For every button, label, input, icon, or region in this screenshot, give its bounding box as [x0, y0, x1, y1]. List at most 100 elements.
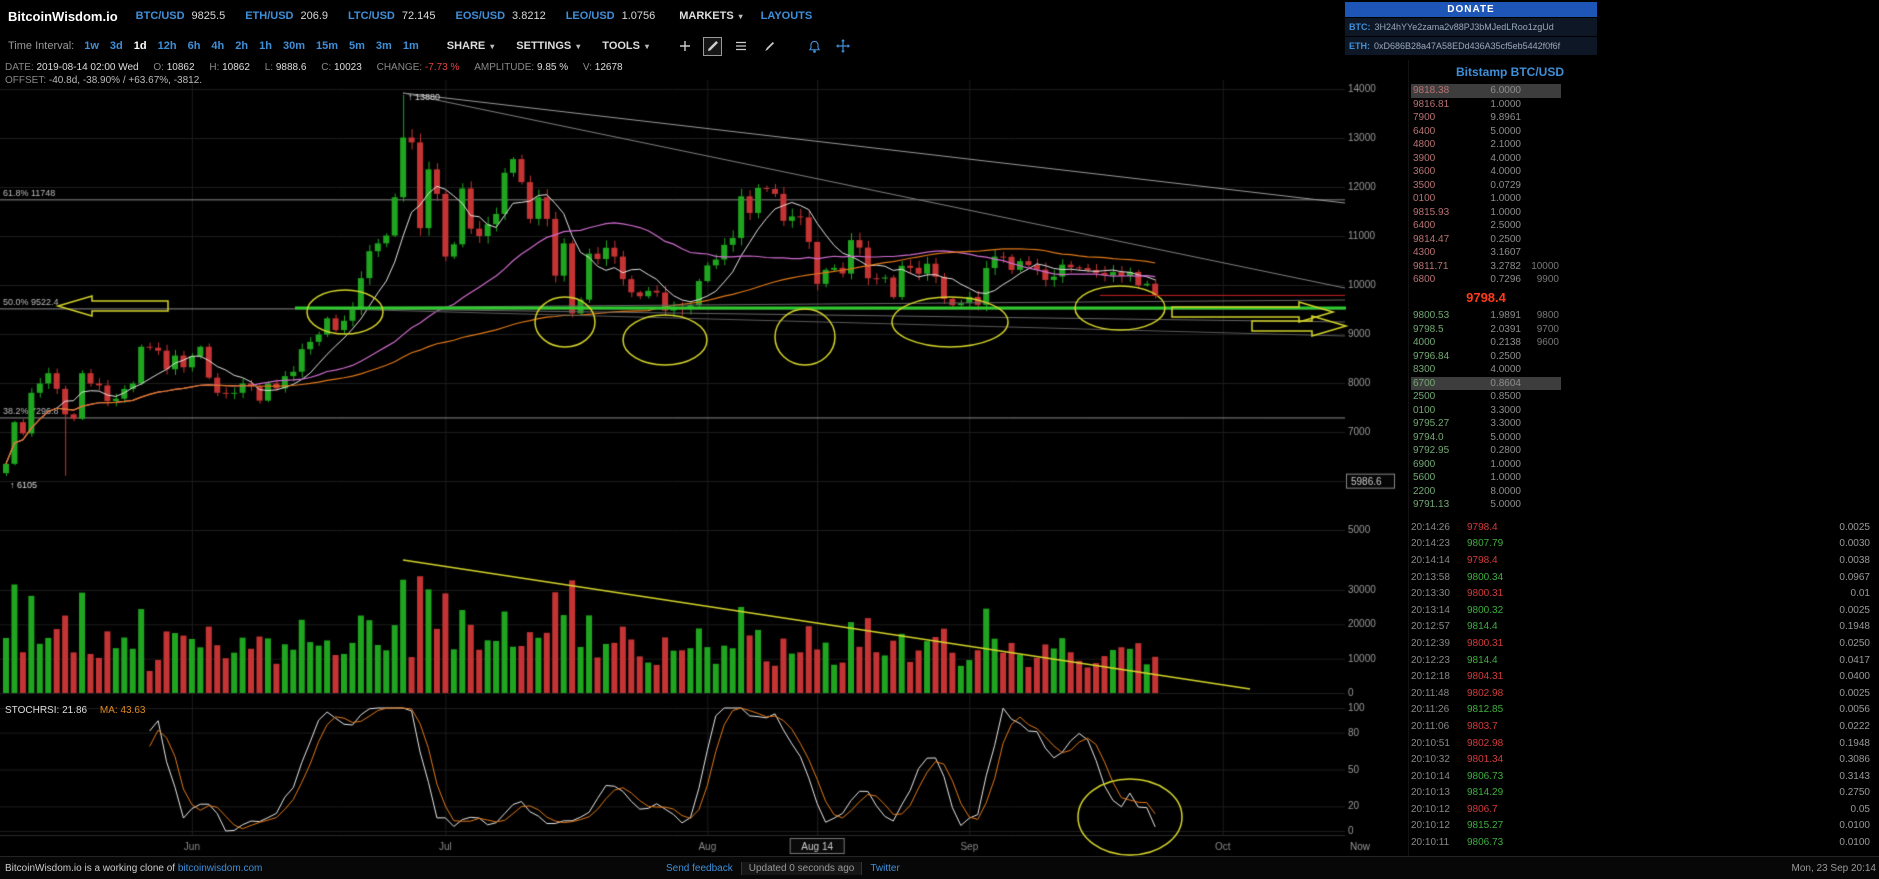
ask-row[interactable]: 9816.81 1.0000 — [1411, 98, 1561, 112]
ask-row[interactable]: 3500 0.0729 — [1411, 179, 1561, 193]
draw-tool-button[interactable] — [703, 36, 723, 56]
ask-row[interactable]: 0100 1.0000 — [1411, 192, 1561, 206]
ask-row[interactable]: 7900 9.8961 — [1411, 111, 1561, 125]
interval-1d[interactable]: 1d — [133, 40, 147, 52]
bid-row[interactable]: 9796.84 0.2500 — [1411, 350, 1561, 364]
ticker-eth-usd[interactable]: ETH/USD 206.9 — [245, 10, 328, 22]
ticker-leo-usd[interactable]: LEO/USD 1.0756 — [566, 10, 656, 22]
high-value: 10862 — [222, 62, 250, 73]
ticker-btc-usd[interactable]: BTC/USD 9825.5 — [136, 10, 226, 22]
trade-price: 9802.98 — [1467, 687, 1504, 699]
ask-price: 7900 — [1413, 112, 1436, 123]
ask-row[interactable]: 9815.93 1.0000 — [1411, 206, 1561, 220]
ask-row[interactable]: 3600 4.0000 — [1411, 165, 1561, 179]
order-amount: 5.0000 — [1490, 431, 1521, 443]
menu-label: TOOLS — [602, 40, 640, 52]
bid-row[interactable]: 2200 8.0000 — [1411, 485, 1561, 499]
open-value: 10862 — [166, 62, 195, 73]
bid-row[interactable]: 9792.95 0.2800 — [1411, 444, 1561, 458]
trade-price: 9806.73 — [1467, 770, 1504, 782]
bid-row[interactable]: 6900 1.0000 — [1411, 458, 1561, 472]
menu-share[interactable]: SHARE ▾ — [447, 40, 495, 52]
bid-row[interactable]: 9800.53 1.9891 9800 — [1411, 309, 1561, 323]
brush-tool-button[interactable] — [759, 37, 778, 56]
interval-12h[interactable]: 12h — [157, 40, 177, 52]
bid-row[interactable]: 4000 0.2138 9600 — [1411, 336, 1561, 350]
interval-6h[interactable]: 6h — [187, 40, 201, 52]
depth-scale-label: 9700 — [1536, 323, 1559, 335]
interval-4h[interactable]: 4h — [211, 40, 225, 52]
order-amount: 9.8961 — [1490, 112, 1521, 123]
add-indicator-button[interactable] — [675, 37, 694, 56]
order-amount: 0.8500 — [1490, 391, 1521, 402]
eth-address: 0xD686B28a47A58EDd436A35cf5eb5442f0f6f — [1374, 41, 1561, 51]
ticker-eos-usd[interactable]: EOS/USD 3.8212 — [456, 10, 546, 22]
trade-amount: 0.01 — [1850, 588, 1870, 600]
twitter-link[interactable]: Twitter — [870, 862, 900, 874]
bitcoinwisdom-link[interactable]: bitcoinwisdom.com — [177, 862, 263, 874]
interval-3m[interactable]: 3m — [375, 40, 392, 52]
trade-row: 20:10:14 9806.73 0.3143 — [1411, 768, 1874, 785]
interval-30m[interactable]: 30m — [282, 40, 305, 52]
trade-row: 20:11:06 9803.7 0.0222 — [1411, 718, 1874, 735]
interval-3d[interactable]: 3d — [109, 40, 123, 52]
trade-row: 20:14:26 9798.4 0.0025 — [1411, 519, 1874, 536]
brush-icon — [764, 42, 774, 51]
ask-row[interactable]: 3900 4.0000 — [1411, 152, 1561, 166]
brand-logo[interactable]: BitcoinWisdom.io — [8, 8, 118, 24]
line-tool-button[interactable] — [731, 37, 750, 56]
horizontal-lines-icon — [735, 41, 746, 51]
move-tool-button[interactable] — [833, 37, 852, 56]
donate-header[interactable]: DONATE — [1345, 2, 1597, 17]
ask-row[interactable]: 4300 3.1607 — [1411, 246, 1561, 260]
ask-price: 0100 — [1413, 193, 1436, 204]
ask-row[interactable]: 9811.71 3.2782 10000 — [1411, 260, 1561, 274]
bid-row[interactable]: 2500 0.8500 — [1411, 390, 1561, 404]
bid-row[interactable]: 6700 0.8604 — [1411, 376, 1561, 390]
markets-menu[interactable]: MARKETS ▾ — [679, 10, 742, 22]
bid-row[interactable]: 9798.5 2.0391 9700 — [1411, 323, 1561, 337]
bid-row[interactable]: 8300 4.0000 — [1411, 363, 1561, 377]
ticker-pair[interactable]: ETH/USD — [245, 10, 294, 22]
interval-1w[interactable]: 1w — [84, 40, 99, 52]
interval-15m[interactable]: 15m — [315, 40, 339, 52]
ask-row[interactable]: 6400 5.0000 — [1411, 125, 1561, 139]
depth-scale-label — [1521, 246, 1559, 260]
trades-list: 20:14:26 9798.4 0.0025 20:14:23 9807.79 0.003… — [1411, 519, 1874, 851]
trade-amount: 0.3143 — [1839, 770, 1870, 782]
ask-row[interactable]: 6800 0.7296 9900 — [1411, 273, 1561, 287]
caret-down-icon: ▾ — [490, 41, 495, 51]
ticker-pair[interactable]: BTC/USD — [135, 10, 185, 22]
ticker-pair[interactable]: EOS/USD — [455, 10, 506, 22]
ask-row[interactable]: 6400 2.5000 — [1411, 219, 1561, 233]
ticker-ltc-usd[interactable]: LTC/USD 72.145 — [348, 10, 436, 22]
layouts-link[interactable]: LAYOUTS — [760, 10, 813, 22]
ask-row[interactable]: 9814.47 0.2500 — [1411, 233, 1561, 247]
bid-row[interactable]: 9794.0 5.0000 — [1411, 431, 1561, 445]
interval-1m[interactable]: 1m — [402, 40, 419, 52]
order-amount: 0.2800 — [1490, 445, 1521, 456]
bid-row[interactable]: 0100 3.3000 — [1411, 404, 1561, 418]
depth-scale-label — [1521, 485, 1559, 499]
donate-panel: DONATE BTC: 3H24hYYe2zama2v88PJ3bMJedLRo… — [1345, 2, 1597, 60]
interval-5m[interactable]: 5m — [349, 40, 365, 52]
ask-row[interactable]: 9818.38 6.0000 — [1411, 84, 1561, 98]
order-amount: 0.2500 — [1490, 350, 1521, 362]
alerts-button[interactable] — [805, 37, 824, 56]
ask-row[interactable]: 4800 2.1000 — [1411, 138, 1561, 152]
bid-price: 9794.0 — [1413, 431, 1444, 443]
menu-tools[interactable]: TOOLS ▾ — [602, 40, 649, 52]
bid-row[interactable]: 9791.13 5.0000 — [1411, 498, 1561, 512]
interval-1h[interactable]: 1h — [259, 40, 272, 52]
bid-row[interactable]: 5600 1.0000 — [1411, 471, 1561, 485]
interval-2h[interactable]: 2h — [235, 40, 249, 52]
ticker-pair[interactable]: LEO/USD — [565, 10, 615, 22]
price-chart-canvas[interactable] — [0, 60, 1408, 856]
order-amount: 8.0000 — [1490, 485, 1521, 497]
bid-row[interactable]: 9795.27 3.3000 — [1411, 417, 1561, 431]
menu-settings[interactable]: SETTINGS ▾ — [516, 40, 580, 52]
send-feedback-link[interactable]: Send feedback — [666, 862, 733, 874]
ticker-pair[interactable]: LTC/USD — [348, 10, 395, 22]
menu-label: SETTINGS — [516, 40, 572, 52]
exchange-title[interactable]: Bitstamp BTC/USD — [1455, 65, 1564, 79]
